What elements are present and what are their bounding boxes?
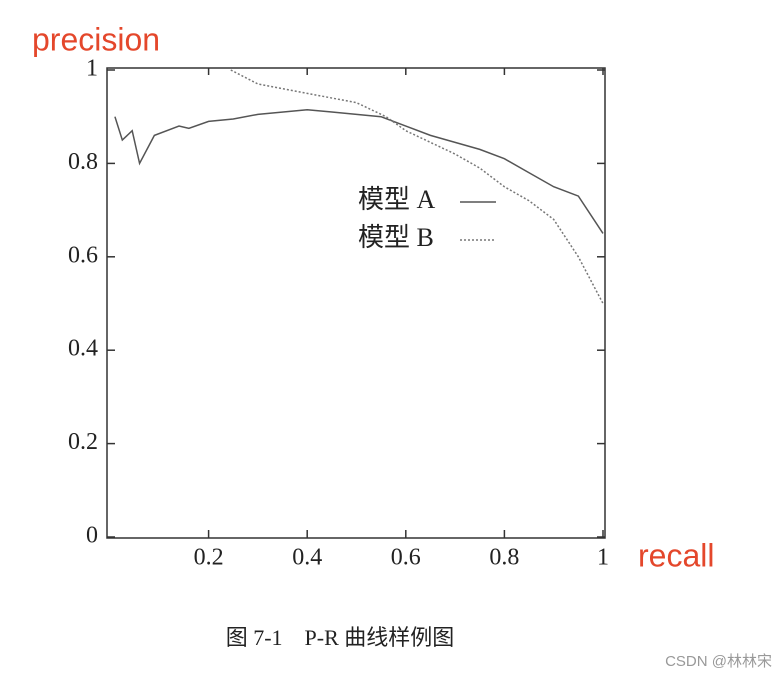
x-tick-label: 0.6 <box>391 545 421 571</box>
y-tick-label: 0.6 <box>68 242 98 268</box>
y-tick-label: 1 <box>86 56 98 82</box>
y-axis-label: precision <box>32 21 160 57</box>
plot-frame <box>106 67 606 539</box>
x-tick-label: 0.4 <box>292 545 322 571</box>
legend-label: 模型 A <box>358 185 436 214</box>
x-tick-label: 0.8 <box>489 545 519 571</box>
x-tick-label: 1 <box>597 545 609 571</box>
legend-label: 模型 B <box>358 223 434 252</box>
y-tick-label: 0.4 <box>68 336 98 362</box>
y-tick-label: 0.2 <box>68 429 98 455</box>
x-tick-label: 0.2 <box>194 545 224 571</box>
x-axis-label: recall <box>638 537 714 573</box>
caption: 图 7-1 P-R 曲线样例图 <box>226 625 455 650</box>
series-line <box>114 108 604 234</box>
y-tick-label: 0.8 <box>68 149 98 175</box>
series-line <box>230 69 604 304</box>
watermark: CSDN @林林宋 <box>665 653 772 670</box>
y-tick-label: 0 <box>86 523 98 549</box>
